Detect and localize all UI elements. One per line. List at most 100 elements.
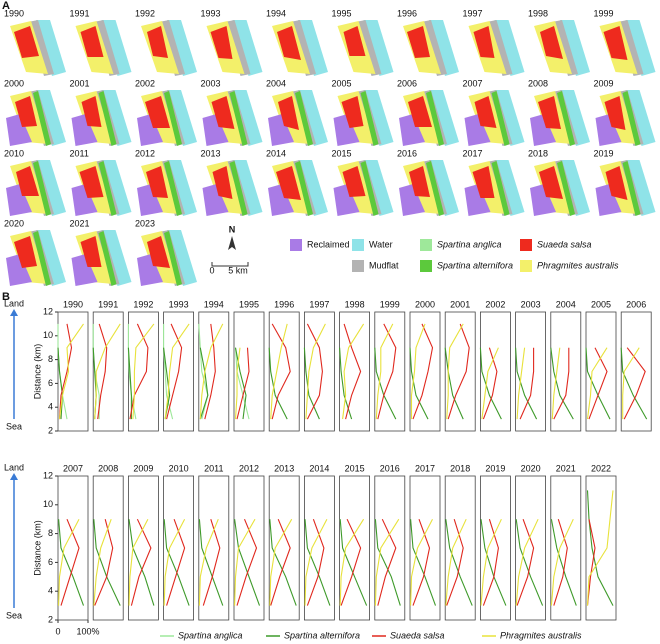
map-region	[6, 254, 32, 286]
panel-title: 2004	[556, 299, 576, 309]
north-arrow	[228, 236, 236, 250]
series-line	[586, 490, 614, 606]
map-region	[429, 90, 459, 146]
series-line	[202, 519, 221, 606]
map	[333, 160, 394, 216]
panel-frame	[409, 311, 441, 432]
map	[403, 20, 459, 76]
series-line	[94, 323, 121, 420]
series-line	[270, 518, 291, 606]
series-line	[166, 519, 186, 606]
map-region	[622, 91, 641, 146]
map-region	[494, 160, 525, 216]
series-line	[305, 323, 326, 420]
series-line	[519, 347, 535, 420]
panel-title: 2022	[591, 463, 611, 473]
year-label: 2023	[135, 218, 155, 228]
map-region	[539, 166, 563, 199]
series-line	[58, 518, 80, 606]
map	[599, 20, 656, 76]
panel-frame	[303, 311, 335, 432]
legend-swatch	[290, 239, 302, 251]
panel-frame	[374, 475, 406, 621]
map	[333, 90, 394, 146]
panel-frame	[233, 475, 265, 621]
series-line	[234, 519, 261, 606]
map-region	[278, 96, 299, 130]
panel-frame	[409, 475, 441, 621]
map-region	[530, 184, 556, 216]
sea-label: Sea	[6, 610, 22, 620]
map-region	[98, 231, 117, 286]
map-region	[540, 26, 563, 59]
year-label: 2005	[332, 78, 352, 88]
series-line	[93, 519, 121, 606]
map	[464, 160, 525, 216]
series-line	[57, 347, 64, 420]
map-region	[164, 231, 182, 286]
year-label: 2008	[528, 78, 548, 88]
map-region	[36, 230, 66, 286]
panel-frame	[198, 475, 230, 621]
map	[71, 90, 132, 146]
map-region	[164, 91, 182, 146]
map	[595, 90, 656, 146]
series-line	[339, 518, 365, 606]
map	[202, 90, 263, 146]
map-region	[426, 161, 444, 216]
y-tick-label: 12	[43, 306, 53, 316]
series-line	[515, 519, 544, 606]
map	[530, 90, 590, 146]
panel-title: 1994	[204, 299, 224, 309]
map-region	[167, 90, 197, 146]
map-region	[36, 90, 66, 146]
series-line	[409, 347, 429, 420]
panel-title: 2020	[521, 463, 541, 473]
panel-title: 2021	[556, 463, 576, 473]
panel-frame	[515, 475, 546, 621]
panel-title: 2011	[204, 463, 223, 473]
series-line	[446, 323, 464, 420]
year-label: 2001	[70, 78, 90, 88]
series-line	[306, 519, 325, 606]
series-line	[412, 323, 434, 420]
panel-frame	[268, 475, 300, 621]
series-line	[198, 519, 224, 606]
map-region	[14, 236, 37, 268]
series-line	[58, 323, 73, 420]
series-line	[550, 518, 574, 606]
legend-label: Phragmites australis	[500, 630, 582, 640]
y-tick-label: 2	[48, 614, 53, 624]
map-region	[604, 96, 626, 130]
series-line	[129, 323, 149, 420]
y-tick-label: 4	[48, 586, 53, 596]
map-region	[145, 96, 170, 128]
map-region	[333, 114, 360, 146]
map	[141, 20, 197, 76]
map-region	[36, 20, 66, 76]
year-label: 1999	[594, 8, 614, 18]
sea-label: Sea	[6, 421, 22, 431]
map-region	[6, 114, 32, 146]
year-label: 2010	[4, 148, 24, 158]
map-region	[625, 20, 656, 76]
map-region	[268, 184, 294, 216]
series-line	[234, 347, 250, 420]
panel-frame	[479, 311, 511, 432]
map-region	[295, 91, 313, 146]
map-region	[212, 166, 233, 199]
year-label: 2003	[201, 78, 221, 88]
panel-title: 2012	[239, 463, 259, 473]
series-line	[270, 323, 288, 420]
year-label: 2006	[397, 78, 417, 88]
year-label: 1992	[135, 8, 155, 18]
series-line	[304, 518, 328, 606]
map	[464, 90, 525, 146]
series-line	[586, 519, 596, 606]
map-region	[71, 184, 98, 216]
map-region	[538, 96, 561, 129]
series-line	[480, 518, 502, 606]
legend-label: Phragmites australis	[537, 260, 619, 270]
series-line	[340, 518, 362, 606]
map	[6, 230, 66, 286]
